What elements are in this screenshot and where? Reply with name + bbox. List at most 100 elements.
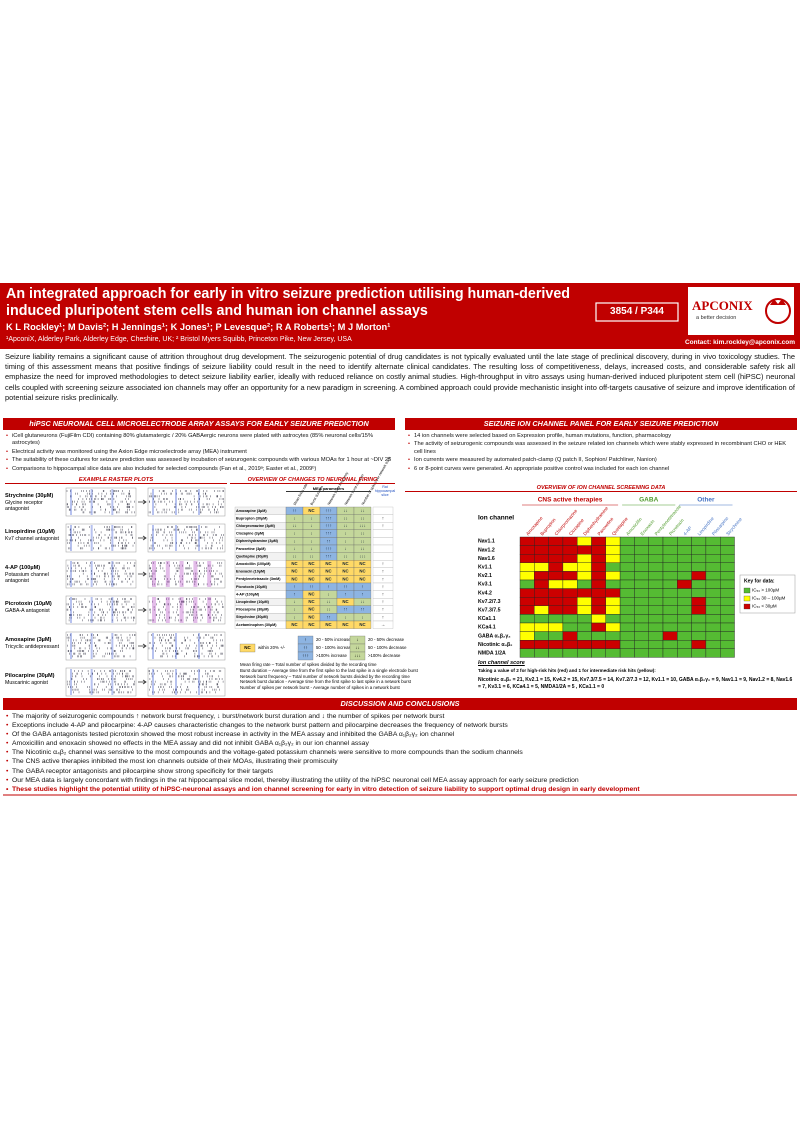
raster-spikes bbox=[148, 670, 224, 694]
heatmap-cell bbox=[591, 622, 607, 632]
heatmap-cell bbox=[619, 579, 635, 589]
table-cell-text: NC bbox=[342, 561, 348, 566]
table-slice-text: ↑ bbox=[382, 576, 384, 581]
raster-burst bbox=[152, 525, 154, 551]
bullet: Our MEA data is largely concordant with … bbox=[5, 777, 795, 785]
table-cell-text: ↓ bbox=[310, 531, 312, 536]
heatmap-cell bbox=[519, 614, 535, 624]
raster-burst bbox=[152, 669, 154, 695]
table-cell-text: ↓↓ bbox=[360, 599, 364, 604]
legend-symbol: ↑↑↑ bbox=[302, 653, 309, 658]
heatmap-cell bbox=[662, 597, 678, 607]
table-cell-text: ↓ bbox=[361, 614, 363, 619]
heatmap-cell bbox=[662, 631, 678, 641]
heatmap-cell bbox=[705, 631, 721, 641]
table-cell-text: NC bbox=[325, 576, 331, 581]
raster-burst bbox=[70, 525, 72, 551]
compound-label: Diphenhydramine bbox=[582, 505, 609, 536]
table-cell-text: NC bbox=[291, 561, 297, 566]
heatmap-cell bbox=[662, 640, 678, 650]
heatmap-cell bbox=[619, 571, 635, 581]
heatmap-cell bbox=[677, 554, 692, 564]
table-cell-text: ↓↓ bbox=[360, 546, 364, 551]
heatmap-cell bbox=[720, 622, 735, 632]
table-cell-text: ↓ bbox=[310, 516, 312, 521]
heatmap-cell bbox=[634, 536, 649, 546]
raster-frame bbox=[147, 487, 226, 517]
table-cell-text: ↓↓ bbox=[326, 607, 330, 612]
raster-frame bbox=[65, 631, 137, 661]
score-note: Taking a value of 2 for high-risk hits (… bbox=[478, 668, 656, 673]
table-compound: Clozapine (3µM) bbox=[236, 532, 265, 536]
raster-frame bbox=[65, 487, 137, 517]
table-cell-text: NC bbox=[359, 569, 365, 574]
raster-burst bbox=[111, 633, 114, 659]
raster-arrow bbox=[138, 679, 147, 685]
raster-arrow bbox=[138, 535, 147, 541]
table-cell-text: ↑ bbox=[293, 584, 295, 589]
table-cell-text: NC bbox=[308, 592, 314, 597]
table-cell-text: ↑↑ bbox=[343, 584, 347, 589]
table-cell-text: NC bbox=[342, 569, 348, 574]
heatmap-cell bbox=[691, 605, 707, 615]
heatmap-cell bbox=[648, 605, 664, 615]
table-cell-text: ↓↓ bbox=[326, 599, 330, 604]
heatmap-cell bbox=[720, 562, 735, 572]
heatmap-cell bbox=[662, 545, 678, 555]
bullet: Comparisons to hippocampal slice data ar… bbox=[5, 466, 395, 474]
heatmap-cell bbox=[605, 605, 621, 615]
score-text: Nicotinic α₄β₂ = 21, Kv2.1 = 15, Kv4.2 =… bbox=[478, 677, 793, 690]
table-cell-text: ↑↑ bbox=[292, 508, 296, 513]
table-cell-text: NC bbox=[308, 599, 314, 604]
definition: Mean firing rate – Total number of spike… bbox=[240, 662, 377, 667]
raster-burst bbox=[90, 489, 93, 515]
heatmap-cell bbox=[519, 571, 535, 581]
heatmap-cell bbox=[548, 614, 564, 624]
channel-label: Kv7.3/7.5 bbox=[478, 607, 501, 613]
heatmap-cell bbox=[648, 597, 664, 607]
heatmap-cell bbox=[562, 605, 578, 615]
heatmap-cell bbox=[548, 554, 564, 564]
channel-label: Nav1.1 bbox=[478, 539, 495, 545]
heatmap-cell bbox=[648, 640, 664, 650]
channel-label: Kv1.1 bbox=[478, 564, 492, 570]
table-slice-text: ↑ bbox=[382, 569, 384, 574]
heatmap-cell bbox=[619, 597, 635, 607]
table-cell-text: NC bbox=[308, 614, 314, 619]
heatmap-cell bbox=[705, 614, 721, 624]
raster-moa: Muscarinic agonist bbox=[5, 680, 48, 686]
raster-burst bbox=[152, 489, 154, 515]
heatmap-cell bbox=[577, 597, 592, 607]
table-cell-text: ↓↓ bbox=[292, 523, 296, 528]
table-compound: Linopirdine (10µM) bbox=[236, 600, 270, 604]
table-cell-text: NC bbox=[359, 561, 365, 566]
heatmap-cell bbox=[519, 545, 535, 555]
heatmap-cell bbox=[720, 614, 735, 624]
heatmap-cell bbox=[591, 536, 607, 546]
raster-burst bbox=[111, 597, 114, 623]
heatmap-cell bbox=[619, 631, 635, 641]
heatmap-cell bbox=[662, 579, 678, 589]
heatmap-cell bbox=[662, 536, 678, 546]
heatmap-cell bbox=[691, 554, 707, 564]
table-cell-text: ↓↓ bbox=[343, 554, 347, 559]
sub-heading: OVERVIEW OF ION CHANNEL SCREENING DATA bbox=[405, 485, 797, 492]
table-cell-text: ↑ bbox=[293, 592, 295, 597]
heatmap-cell bbox=[519, 536, 535, 546]
table-slice-text: ↑ bbox=[382, 516, 384, 521]
table-cell-text: ↓↓ bbox=[309, 554, 313, 559]
section-bar: SEIZURE ION CHANNEL PANEL FOR EARLY SEIZ… bbox=[405, 418, 797, 430]
heatmap-cell bbox=[705, 579, 721, 589]
table-cell-text: ↓↓ bbox=[360, 508, 364, 513]
sub-heading: OVERVIEW OF CHANGES TO NEURONAL FIRING bbox=[230, 477, 395, 484]
heatmap-cell bbox=[534, 605, 549, 615]
table-cell-text: ↓ bbox=[293, 607, 295, 612]
heatmap-cell bbox=[562, 588, 578, 598]
heatmap-cell bbox=[720, 536, 735, 546]
heatmap-cell bbox=[534, 588, 549, 598]
heatmap-cell bbox=[605, 571, 621, 581]
raster-arrow bbox=[138, 571, 147, 577]
raster-burst bbox=[198, 633, 200, 659]
